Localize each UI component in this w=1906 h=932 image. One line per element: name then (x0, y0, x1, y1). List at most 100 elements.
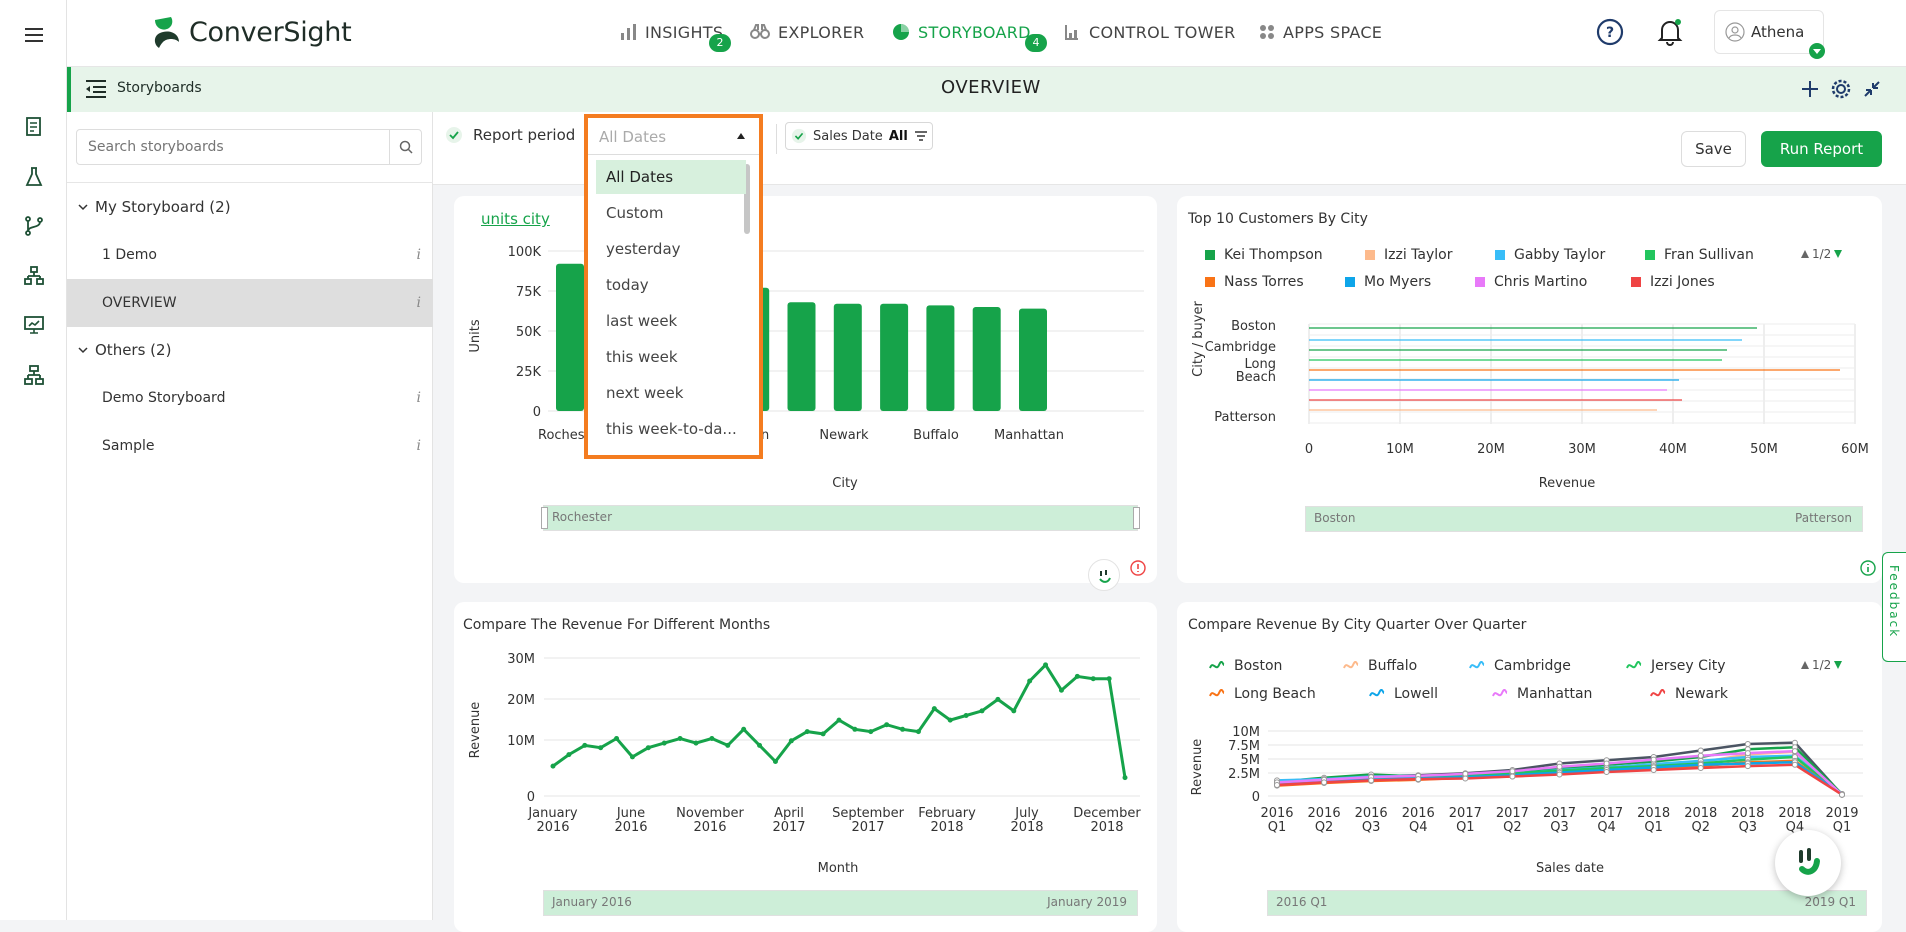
search-input[interactable] (77, 130, 387, 164)
zoom-slider[interactable]: Boston Patterson (1305, 506, 1863, 532)
legend-item[interactable]: Fran Sullivan (1645, 247, 1754, 263)
legend-item[interactable]: Manhattan (1492, 686, 1592, 702)
brand-logo[interactable]: ConverSight (149, 14, 352, 50)
run-report-button[interactable]: Run Report (1761, 131, 1882, 167)
legend-label: Chris Martino (1494, 274, 1588, 290)
nav-explorer[interactable]: EXPLORER (750, 19, 864, 45)
legend-item[interactable]: Kei Thompson (1205, 247, 1323, 263)
gear-icon[interactable] (1830, 78, 1852, 100)
menu-icon[interactable] (22, 23, 46, 47)
feedback-label: Feedback (1887, 565, 1901, 639)
legend-item[interactable]: Gabby Taylor (1495, 247, 1605, 263)
dropdown-option[interactable]: this week-to-da... (606, 420, 737, 438)
info-circle-icon[interactable] (1860, 560, 1876, 576)
legend-item[interactable]: Mo Myers (1345, 274, 1431, 290)
dropdown-option[interactable]: All Dates (596, 160, 746, 194)
legend-label: Newark (1675, 686, 1728, 702)
feedback-tab[interactable]: Feedback (1882, 552, 1906, 662)
slider-handle-right[interactable] (1133, 507, 1140, 529)
flask-icon[interactable] (22, 165, 46, 189)
report-period-check-icon[interactable] (445, 126, 463, 144)
legend-item[interactable]: Newark (1650, 686, 1728, 702)
legend-item[interactable]: Boston (1209, 658, 1282, 674)
presentation-icon[interactable] (22, 313, 46, 337)
group-others[interactable]: Others (2) (67, 326, 433, 374)
nav-apps-space[interactable]: APPS SPACE (1259, 19, 1382, 45)
info-icon[interactable]: i (416, 247, 421, 263)
pager-down-icon[interactable] (1833, 249, 1843, 259)
collapse-icon[interactable] (1863, 80, 1881, 98)
card-title-link[interactable]: units city (481, 210, 550, 228)
data-point (1697, 752, 1704, 759)
storyboards-label[interactable]: Storyboards (117, 80, 202, 96)
bar-chart-icon (621, 24, 636, 40)
dropdown-option[interactable]: Custom (606, 204, 664, 222)
add-icon[interactable] (1800, 79, 1820, 99)
group-my-storyboard[interactable]: My Storyboard (2) (67, 183, 433, 231)
legend-item[interactable]: Nass Torres (1205, 274, 1304, 290)
y-tick: 0 (527, 790, 535, 805)
user-dropdown-icon[interactable] (1808, 42, 1826, 60)
report-period-dropdown[interactable]: All Dates All Dates Custom yesterday today l… (584, 114, 763, 459)
y-tick: 7.5M (1228, 739, 1260, 754)
dropdown-trigger[interactable]: All Dates (588, 118, 759, 155)
dropdown-option[interactable]: next week (606, 384, 684, 402)
zoom-slider[interactable]: January 2016 January 2019 (543, 890, 1138, 916)
dropdown-option[interactable]: yesterday (606, 240, 681, 258)
report-icon[interactable] (22, 115, 46, 139)
y-tick: 0 (533, 405, 541, 420)
zoom-slider[interactable]: 2016 Q1 2019 Q1 (1267, 890, 1867, 916)
legend-swatch-icon (1205, 277, 1215, 287)
user-menu[interactable]: Athena (1714, 10, 1825, 59)
data-point (1509, 773, 1516, 780)
legend-item[interactable]: Long Beach (1209, 686, 1316, 702)
storyboard-item[interactable]: Demo Storyboard i (67, 374, 433, 422)
legend-item[interactable]: Buffalo (1343, 658, 1417, 674)
info-icon[interactable]: i (416, 390, 421, 406)
legend-label: Lowell (1394, 686, 1438, 702)
legend-item[interactable]: Jersey City (1626, 658, 1726, 674)
help-icon[interactable]: ? (1596, 18, 1624, 46)
pager-up-icon[interactable] (1800, 660, 1810, 670)
dropdown-scrollbar[interactable] (744, 164, 750, 234)
sales-date-filter[interactable]: Sales Date All (785, 122, 933, 150)
legend-label: Nass Torres (1224, 274, 1304, 290)
storyboard-list-icon[interactable] (85, 79, 107, 99)
save-button[interactable]: Save (1681, 131, 1746, 167)
search-button[interactable] (389, 130, 422, 164)
assistant-face-icon (1099, 570, 1111, 583)
assistant-button[interactable] (1088, 559, 1120, 591)
dropdown-option[interactable]: last week (606, 312, 678, 330)
legend-item[interactable]: Lowell (1369, 686, 1438, 702)
dropdown-option[interactable]: today (606, 276, 649, 294)
grid-icon (1260, 25, 1274, 39)
info-icon[interactable]: i (416, 295, 421, 311)
y-axis-label: City / buyer (1191, 301, 1206, 377)
y-tick: 2.5M (1228, 767, 1260, 782)
branch-icon[interactable] (22, 214, 46, 238)
search-storyboards[interactable] (76, 129, 422, 165)
notification-bell-icon[interactable] (1657, 18, 1683, 46)
legend-item[interactable]: Chris Martino (1475, 274, 1587, 290)
hierarchy-icon[interactable] (22, 363, 46, 387)
pager-down-icon[interactable] (1833, 660, 1843, 670)
legend-item[interactable]: Cambridge (1469, 658, 1571, 674)
zoom-slider[interactable]: Rochester (541, 505, 1140, 531)
slider-handle-left[interactable] (541, 507, 548, 529)
legend-pager[interactable]: 1/2 (1800, 247, 1843, 261)
org-chart-icon[interactable] (22, 264, 46, 288)
pager-up-icon[interactable] (1800, 249, 1810, 259)
nav-insights[interactable]: INSIGHTS (619, 19, 723, 45)
nav-storyboard[interactable]: STORYBOARD (892, 19, 1031, 45)
legend-item[interactable]: Izzi Jones (1631, 274, 1715, 290)
legend-item[interactable]: Izzi Taylor (1365, 247, 1452, 263)
storyboard-item[interactable]: 1 Demo i (67, 231, 433, 279)
dropdown-option[interactable]: this week (606, 348, 678, 366)
info-icon[interactable]: i (416, 438, 421, 454)
info-circle-icon[interactable] (1130, 560, 1146, 576)
nav-control-tower[interactable]: CONTROL TOWER (1063, 19, 1236, 45)
assistant-fab[interactable] (1775, 830, 1841, 896)
storyboard-item[interactable]: Sample i (67, 422, 433, 470)
legend-pager[interactable]: 1/2 (1800, 658, 1843, 672)
storyboard-item-active[interactable]: OVERVIEW i (67, 279, 433, 327)
